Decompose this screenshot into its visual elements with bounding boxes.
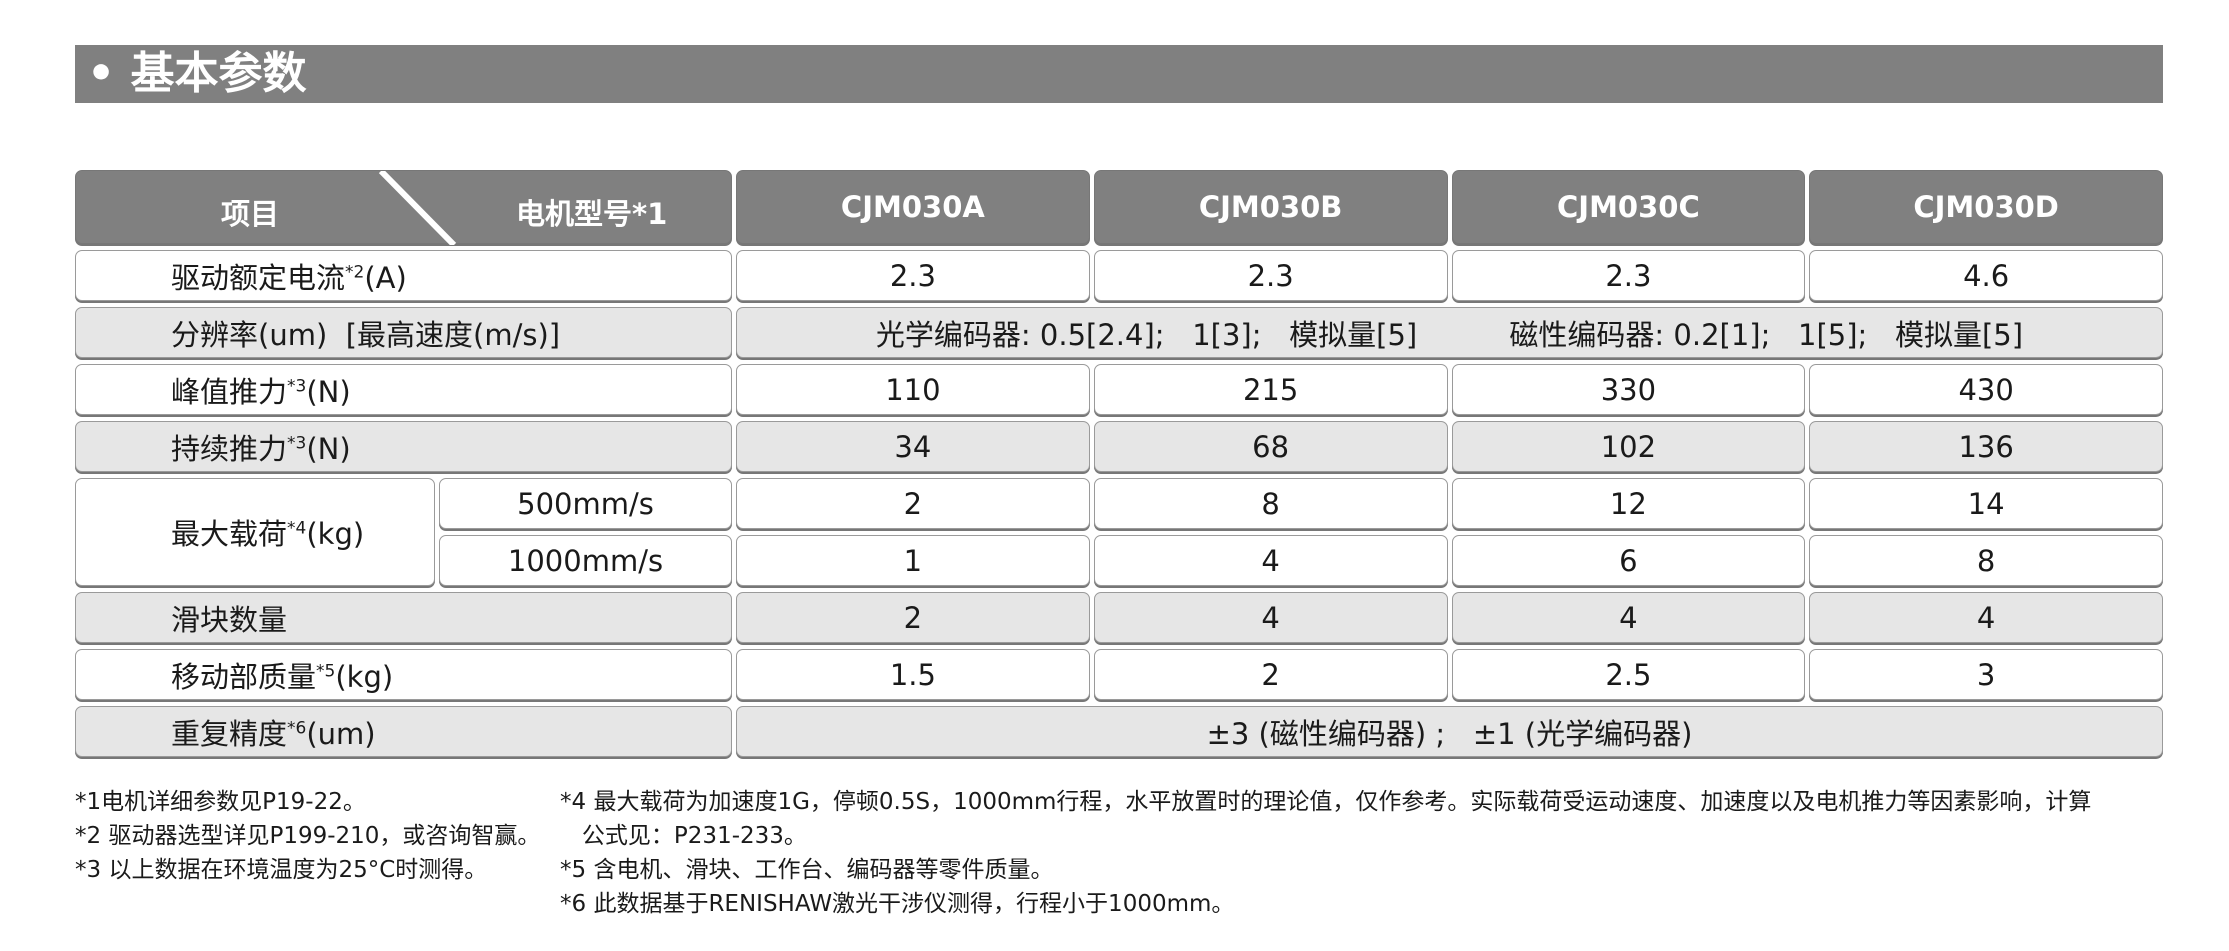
speed-label: 1000mm/s [439,535,732,586]
row-label: 持续推力*3(N) [75,421,732,472]
footnote: *5 含电机、滑块、工作台、编码器等零件质量。 [560,857,1054,883]
spec-table: 项目 电机型号*1 CJM030A CJM030B CJM030C CJM030… [71,164,2167,763]
header-model: 电机型号*1 [516,197,668,231]
cell: 110 [736,364,1090,415]
cell: 215 [1093,364,1448,415]
row-max-load-1000: 1000mm/s 1 4 6 8 [75,535,2163,586]
cell: 2 [736,592,1090,643]
cell: 2.3 [1451,250,1806,301]
row-label: 滑块数量 [75,592,732,643]
cell: 6 [1451,535,1806,586]
cell: 2.3 [1093,250,1448,301]
cell: 4.6 [1809,250,2163,301]
cell: 1 [736,535,1090,586]
row-label: 最大载荷*4(kg) [75,478,435,586]
footnote: *2 驱动器选型详见P199-210，或咨询智赢。 [75,823,541,849]
model-cjm030d: CJM030D [1809,170,2163,244]
cell: 光学编码器: 0.5[2.4]; 1[3]; 模拟量[5] 磁性编码器: 0.2… [736,307,2163,358]
row-peak-force: 峰值推力*3(N) 110 215 330 430 [75,364,2163,415]
cell: 4 [1093,592,1448,643]
row-repeatability: 重复精度*6(um) ±3 (磁性编码器) ; ±1 (光学编码器) [75,706,2163,757]
footnote: *3 以上数据在环境温度为25°C时测得。 [75,857,488,883]
row-resolution: 分辨率(um) [最高速度(m/s)] 光学编码器: 0.5[2.4]; 1[3… [75,307,2163,358]
cell: 4 [1809,592,2163,643]
cell: 4 [1093,535,1448,586]
speed-label: 500mm/s [439,478,732,529]
cell: 8 [1809,535,2163,586]
footnotes-right: *4 最大载荷为加速度1G，停顿0.5S，1000mm行程，水平放置时的理论值，… [560,785,2091,921]
row-current: 驱动额定电流*2(A) 2.3 2.3 2.3 4.6 [75,250,2163,301]
row-continuous-force: 持续推力*3(N) 34 68 102 136 [75,421,2163,472]
cell: 68 [1093,421,1448,472]
cell: 2.5 [1451,649,1806,700]
header-diagonal-cell: 项目 电机型号*1 [75,170,732,245]
cell: 2 [736,478,1090,529]
row-label: 重复精度*6(um) [75,706,732,757]
cell: 4 [1451,592,1806,643]
cell: 1.5 [736,649,1090,700]
model-cjm030c: CJM030C [1451,170,1806,244]
cell: ±3 (磁性编码器) ; ±1 (光学编码器) [736,706,2163,757]
row-label: 峰值推力*3(N) [75,364,732,415]
cell: 330 [1451,364,1806,415]
header-item: 项目 [221,197,280,231]
cell: 2.3 [736,250,1090,301]
footnote: *1电机详细参数见P19-22。 [75,789,366,815]
row-moving-mass: 移动部质量*5(kg) 1.5 2 2.5 3 [75,649,2163,700]
footnotes-left: *1电机详细参数见P19-22。 *2 驱动器选型详见P199-210，或咨询智… [75,785,540,887]
cell: 102 [1451,421,1806,472]
diagonal-divider [378,171,457,245]
model-cjm030a: CJM030A [736,170,1090,244]
row-max-load-500: 最大载荷*4(kg) 500mm/s 2 8 12 14 [75,478,2163,586]
row-label: 驱动额定电流*2(A) [75,250,732,301]
header-row: 项目 电机型号*1 CJM030A CJM030B CJM030C CJM030… [75,170,2163,245]
cell: 14 [1809,478,2163,529]
footnote: *6 此数据基于RENISHAW激光干涉仪测得，行程小于1000mm。 [560,891,1235,917]
cell: 34 [736,421,1090,472]
cell: 12 [1451,478,1806,529]
row-sliders: 滑块数量 2 4 4 4 [75,592,2163,643]
cell: 2 [1093,649,1448,700]
model-cjm030b: CJM030B [1093,170,1448,244]
cell: 136 [1809,421,2163,472]
row-label: 分辨率(um) [最高速度(m/s)] [75,307,732,358]
cell: 8 [1093,478,1448,529]
row-label: 移动部质量*5(kg) [75,649,732,700]
cell: 430 [1809,364,2163,415]
section-title: • 基本参数 [75,45,2163,103]
footnote: *4 最大载荷为加速度1G，停顿0.5S，1000mm行程，水平放置时的理论值，… [560,789,2092,815]
footnote: 公式见：P231-233。 [560,823,807,849]
cell: 3 [1809,649,2163,700]
